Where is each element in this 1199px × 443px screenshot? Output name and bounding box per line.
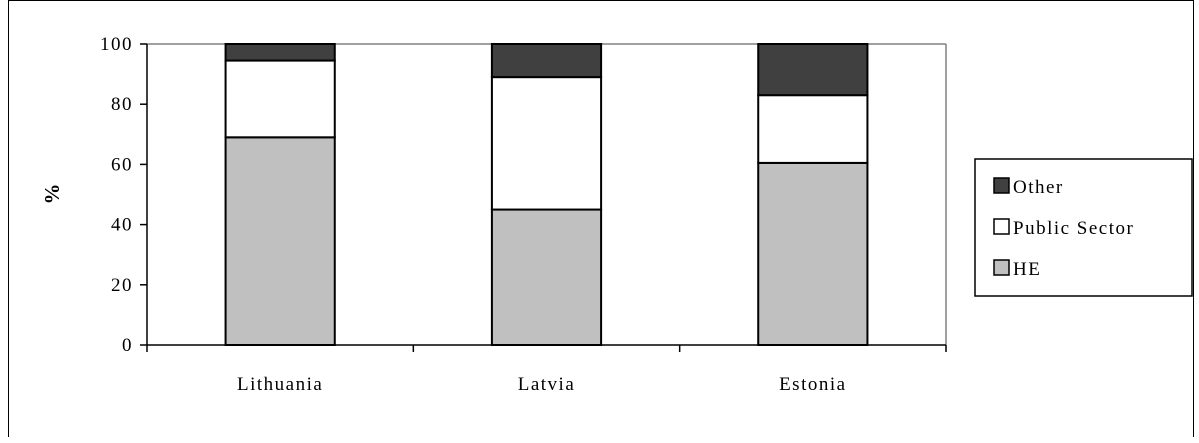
chart-frame: 0 20 40 60 80 100 Lithuania Latvia Estonia % Oth… <box>8 0 1194 437</box>
bar-segment-other-lithuania <box>224 43 336 62</box>
y-axis-title: % <box>40 184 64 205</box>
x-category-label: Estonia <box>779 374 847 395</box>
y-tick-label: 100 <box>100 34 133 55</box>
y-tick-label: 20 <box>111 275 133 296</box>
bar-segment-other-estonia <box>757 43 869 97</box>
bar-segment-other-latvia <box>490 43 603 79</box>
y-tick-label: 0 <box>122 335 133 356</box>
bar-segment-he-latvia <box>490 208 603 346</box>
bar-segment-he-estonia <box>757 161 869 346</box>
x-category-label: Latvia <box>518 374 576 395</box>
legend-box <box>974 158 1193 297</box>
y-tick-label: 40 <box>111 215 133 236</box>
legend-label-he: HE <box>1013 259 1041 280</box>
legend-swatch-public-sector <box>993 218 1010 235</box>
bar-segment-public-sector-latvia <box>490 76 603 211</box>
y-tick-label: 60 <box>111 154 133 175</box>
legend-label-other: Other <box>1013 177 1064 198</box>
bar-segment-public-sector-estonia <box>757 94 869 164</box>
bar-segment-he-lithuania <box>224 136 336 346</box>
legend-swatch-he <box>993 259 1010 276</box>
chart-svg: 0 20 40 60 80 100 Lithuania Latvia Estonia % Oth… <box>40 34 1193 395</box>
bar-segment-public-sector-lithuania <box>224 59 336 139</box>
legend-label-public-sector: Public Sector <box>1013 218 1134 239</box>
x-category-label: Lithuania <box>237 374 323 395</box>
legend-swatch-other <box>993 177 1010 194</box>
legend: Other Public Sector HE <box>974 158 1193 297</box>
y-tick-label: 80 <box>111 94 133 115</box>
plot-area: 0 20 40 60 80 100 Lithuania Latvia Estonia <box>100 34 947 395</box>
